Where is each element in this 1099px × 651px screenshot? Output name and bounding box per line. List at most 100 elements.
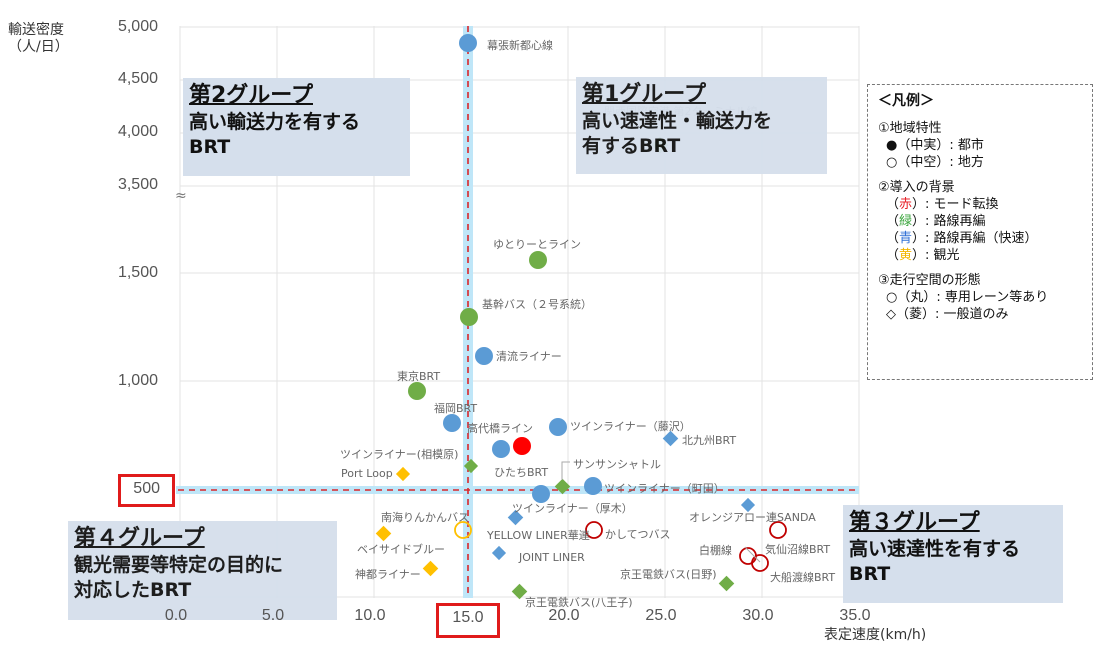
legend-solid: ●（中実）: 都市 xyxy=(886,138,984,153)
group-4-title: 第４グループ xyxy=(74,526,205,551)
legend-green-label: : 路線再編 xyxy=(925,214,986,229)
group-3-box: 第３グループ 高い速達性を有する BRT xyxy=(843,505,1063,603)
x-axis-title: 表定速度(km/h) xyxy=(824,627,927,643)
y-tick-1000: 1,000 xyxy=(117,372,158,389)
x-tick-15-highlight xyxy=(436,603,500,638)
point-shinto xyxy=(422,560,439,577)
y-tick-500: 500 xyxy=(133,480,160,497)
point-nankai xyxy=(454,521,472,539)
group-1-sub2: 有するBRT xyxy=(582,135,681,157)
point-port-loop xyxy=(395,466,411,482)
group-4-box: 第４グループ 観光需要等特定の目的に 対応したBRT xyxy=(68,521,337,620)
point-tokyo-brt xyxy=(408,382,426,400)
point-keio-hachioji xyxy=(511,583,528,600)
legend-yellow-label: : 観光 xyxy=(925,248,960,263)
axis-break-symbol: ≈ xyxy=(175,188,187,204)
y-tick-500-highlight xyxy=(118,474,175,507)
label-hitachi-brt: ひたちBRT xyxy=(494,466,549,479)
point-ofunato xyxy=(751,554,769,572)
label-ofunato: 大船渡線BRT xyxy=(770,571,836,584)
legend-blue: （青）: 路線再編（快速） xyxy=(886,231,1038,246)
legend-green: （緑）: 路線再編 xyxy=(886,214,986,229)
label-makuhari: 幕張新都心線 xyxy=(487,39,553,52)
y-tick-4500: 4,500 xyxy=(117,70,158,87)
point-twinliner-atsugi xyxy=(532,485,550,503)
point-bayside xyxy=(375,525,392,542)
group-2-sub2: BRT xyxy=(189,136,231,158)
x-tick-35: 35.0 xyxy=(839,607,871,624)
group-2-title: 第2グループ xyxy=(189,83,313,108)
label-kitakyushu: 北九州BRT xyxy=(682,434,737,447)
group-1-title: 第1グループ xyxy=(582,82,706,107)
label-seiryu: 清流ライナー xyxy=(496,350,562,363)
x-tick-30: 30.0 xyxy=(742,607,774,624)
group-3-sub2: BRT xyxy=(849,563,891,585)
label-keio-hachioji: 京王電鉄バス(八王子) xyxy=(525,596,633,609)
x-tick-10: 10.0 xyxy=(354,607,386,624)
point-twinliner-sagamihara xyxy=(463,458,479,474)
legend-green-word: 緑 xyxy=(899,214,913,229)
group-3-title: 第３グループ xyxy=(849,510,980,535)
legend-red-label: : モード転換 xyxy=(925,197,999,212)
label-twinliner-atsugi: ツインライナー（厚木） xyxy=(512,502,633,515)
y-tick-3500: 3,500 xyxy=(117,176,158,193)
group-3-sub1: 高い速達性を有する xyxy=(849,538,1021,560)
point-yutorito xyxy=(529,251,547,269)
legend-yellow: （黄）: 観光 xyxy=(886,248,960,263)
y-tick-1500: 1,500 xyxy=(117,264,158,281)
label-kashitetsu: かしてつバス xyxy=(605,528,671,541)
point-orange-arrow xyxy=(740,497,756,513)
legend-title: ＜凡例＞ xyxy=(878,93,934,109)
label-hanatana: 白棚線 xyxy=(699,544,732,557)
legend: ＜凡例＞ ①地域特性 ●（中実）: 都市 ○（中空）: 地方 ②導入の背景 （赤… xyxy=(867,84,1093,380)
point-seiryu xyxy=(475,347,493,365)
point-twinliner-fujisawa xyxy=(549,418,567,436)
label-yutorito: ゆとりーとライン xyxy=(493,238,581,251)
legend-sec2-title: ②導入の背景 xyxy=(878,180,955,195)
point-kikan-bus xyxy=(460,308,478,326)
legend-red: （赤）: モード転換 xyxy=(886,197,999,212)
group-1-box: 第1グループ 高い速達性・輸送力を 有するBRT xyxy=(576,77,827,174)
legend-red-word: 赤 xyxy=(899,197,913,212)
label-orange-arrow: オレンジアロー連SANDA xyxy=(689,511,816,524)
y-tick-4000: 4,000 xyxy=(117,123,158,140)
legend-blue-label: : 路線再編（快速） xyxy=(925,231,1038,246)
legend-yellow-word: 黄 xyxy=(899,248,913,263)
legend-circle: ○（丸）: 専用レーン等あり xyxy=(886,290,1049,305)
legend-hollow: ○（中空）: 地方 xyxy=(886,155,984,170)
legend-sec3-title: ③走行空間の形態 xyxy=(878,273,981,288)
label-twinliner-sagamihara: ツインライナー(相模原) xyxy=(340,448,459,461)
label-port-loop: Port Loop xyxy=(341,467,393,480)
y-axis-title-line1: 輸送密度 xyxy=(8,22,64,38)
label-bayside: ベイサイドブルー xyxy=(357,543,445,556)
label-nankai: 南海りんかんバス xyxy=(381,511,469,524)
x-tick-0: 0.0 xyxy=(164,607,188,624)
label-yellow-liner: YELLOW LINER華連 xyxy=(487,529,590,542)
group-2-box: 第2グループ 高い輸送力を有する BRT xyxy=(183,78,410,176)
label-twinliner-machida: ツインライナー（町田） xyxy=(604,482,725,495)
label-joint-liner: JOINT LINER xyxy=(519,551,585,564)
point-hitachi-brt xyxy=(513,437,531,455)
label-tokyo-brt: 東京BRT xyxy=(397,370,441,383)
label-sunsun: サンサンシャトル xyxy=(573,458,661,471)
group-4-sub2: 対応したBRT xyxy=(74,579,192,601)
x-tick-20: 20.0 xyxy=(548,607,580,624)
legend-blue-word: 青 xyxy=(899,231,913,246)
point-twinliner-machida xyxy=(584,477,602,495)
point-fukuoka-brt xyxy=(443,414,461,432)
label-kesennuma: 気仙沼線BRT xyxy=(765,543,831,556)
threshold-y-band xyxy=(176,486,859,494)
point-kashitetsu xyxy=(585,521,603,539)
x-tick-15: 15.0 xyxy=(452,609,484,626)
group-1-sub1: 高い速達性・輸送力を xyxy=(582,110,773,132)
label-fukuoka-brt: 福岡BRT xyxy=(434,402,478,415)
legend-diamond: ◇（菱）: 一般道のみ xyxy=(886,307,1009,322)
x-tick-25: 25.0 xyxy=(645,607,677,624)
point-joint-liner xyxy=(491,545,507,561)
y-axis-title: 輸送密度 （人/日） xyxy=(8,22,69,56)
label-kikan-bus: 基幹バス（２号系統） xyxy=(482,298,592,311)
point-makuhari xyxy=(459,34,477,52)
label-keio-hino: 京王電鉄バス(日野) xyxy=(620,568,717,581)
group-2-sub1: 高い輸送力を有する xyxy=(189,111,361,133)
x-tick-5: 5.0 xyxy=(261,607,285,624)
